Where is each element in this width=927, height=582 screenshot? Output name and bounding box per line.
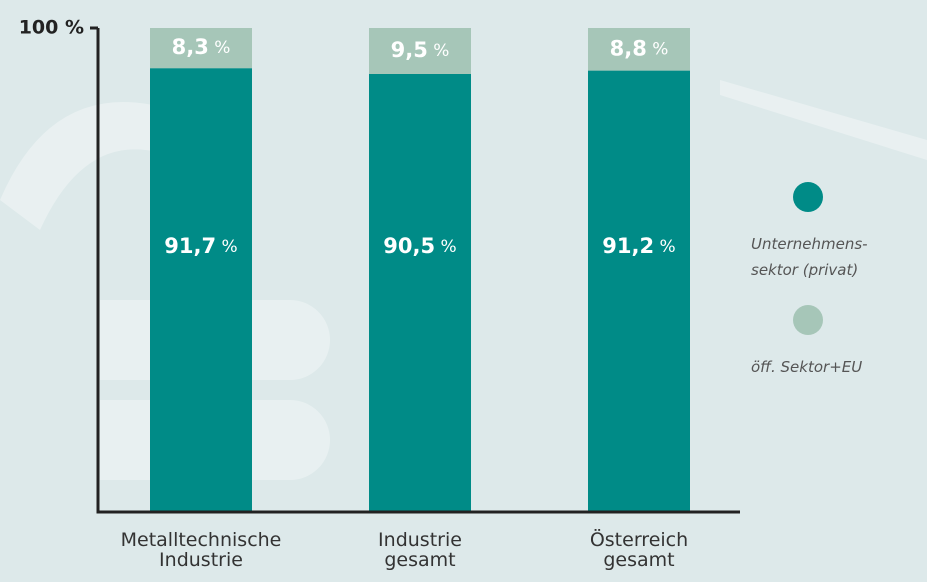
legend-marker: [793, 182, 823, 212]
legend-marker: [793, 305, 823, 335]
legend-label: öff. Sektor+EU: [751, 358, 862, 376]
value-label: 91,7 %: [164, 234, 237, 258]
value-label: 9,5 %: [391, 38, 450, 62]
page: {"chart_data": {"type": "stacked-bar", "…: [0, 0, 927, 582]
value-label: 90,5 %: [383, 234, 456, 258]
value-label: 8,8 %: [610, 36, 669, 60]
legend-label: Unternehmens-sektor (privat): [751, 235, 868, 279]
value-label: 8,3 %: [172, 35, 231, 59]
bar-segment: [369, 74, 471, 512]
value-label: 91,2 %: [602, 234, 675, 258]
chart: 91,7 % 8,3 % MetalltechnischeIndustrie 90,5…: [0, 0, 927, 582]
y-tick-label: 100 %: [19, 17, 84, 39]
bar-segment: [150, 68, 252, 512]
bar-segment: [588, 71, 690, 512]
